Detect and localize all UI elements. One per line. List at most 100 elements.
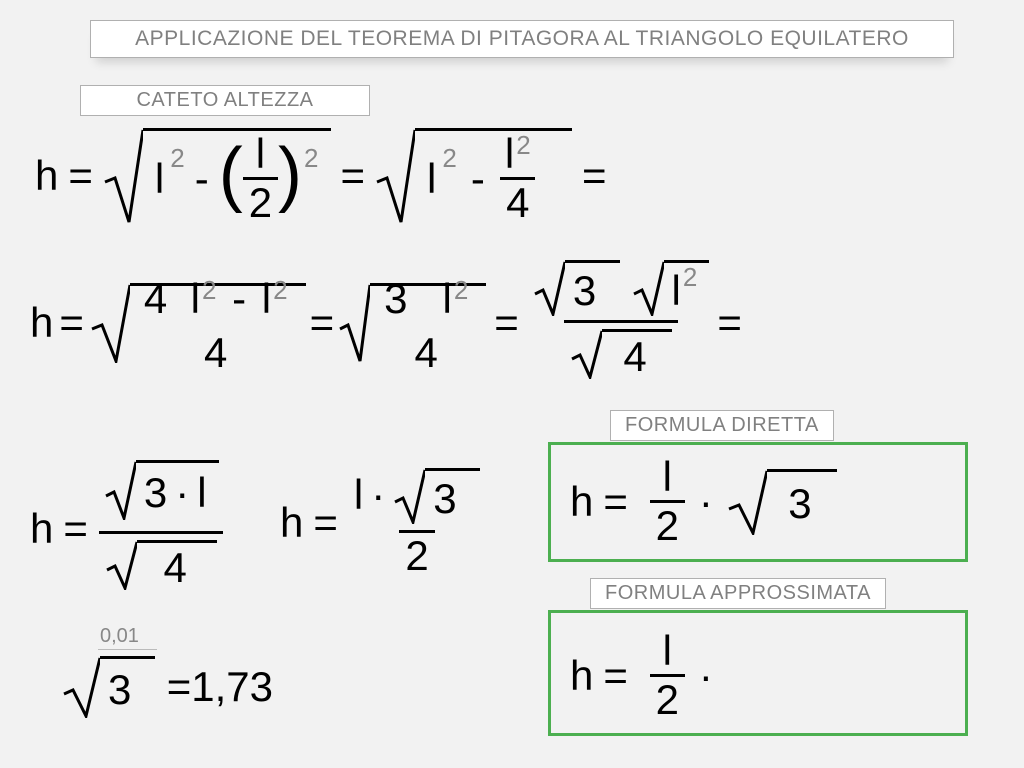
surd-icon	[632, 260, 664, 316]
radical-sqrt3: 3	[727, 469, 837, 535]
minus: -	[195, 155, 209, 203]
radical-sqrt3: 3	[62, 656, 155, 718]
exp-2: 2	[304, 143, 318, 174]
radicand: 3	[565, 260, 620, 316]
radicand: 3 · l	[136, 460, 219, 520]
equals: =	[341, 152, 366, 200]
var-h: h	[30, 299, 53, 347]
equation-row-2: h = 4 l2 - l2 4 = 3 l2 4	[30, 260, 744, 386]
exp-2: 2	[516, 130, 530, 160]
three: 3	[788, 480, 811, 528]
label-formula-diretta: FORMULA DIRETTA	[610, 410, 834, 441]
num-l: l	[657, 456, 678, 500]
surd-icon	[533, 260, 565, 316]
three: 3	[144, 472, 167, 514]
mult: ·	[175, 472, 189, 514]
var-l: l	[155, 155, 164, 203]
radical-sqrt4: 4	[105, 540, 217, 590]
num: 3 l2	[378, 278, 474, 322]
equals: =	[63, 505, 88, 553]
surd-icon	[570, 329, 602, 379]
surd-icon	[62, 656, 100, 718]
exp-2: 2	[202, 275, 216, 305]
den-4: 4	[198, 322, 233, 374]
den-4: 4	[500, 177, 535, 224]
surd-icon	[375, 128, 415, 224]
frac: 4 l2 - l2 4	[138, 278, 294, 374]
equals: =	[310, 299, 335, 347]
frac-l2-over-4: l2 4	[499, 133, 537, 224]
three: 3	[433, 478, 456, 520]
frac-l-2: l 2	[650, 630, 685, 721]
exp-2: 2	[454, 275, 468, 305]
equals: =	[167, 663, 192, 711]
radicand: 4 l2 - l2 4	[130, 283, 306, 363]
three: 3	[108, 666, 131, 714]
surd-icon	[338, 283, 370, 363]
mult: ·	[699, 652, 713, 700]
var-l: l	[191, 275, 200, 322]
num: 4 l2 - l2	[138, 278, 294, 322]
radical-sqrt4: 4	[570, 329, 672, 379]
radical-3: 4 l2 - l2 4	[90, 283, 306, 363]
equals: =	[603, 652, 628, 700]
mult: ·	[371, 474, 385, 516]
minus: -	[232, 275, 246, 322]
num: 3 · l	[98, 460, 225, 531]
equals: =	[582, 152, 607, 200]
radicand: l2 - l2 4	[415, 128, 572, 224]
mult: ·	[699, 478, 713, 526]
radicand: l2 - ( l 2 )2	[143, 128, 331, 224]
den-2: 2	[243, 177, 278, 224]
var-h: h	[570, 652, 593, 700]
radical-sqrt-l2: l2	[632, 260, 710, 316]
exp-2: 2	[683, 264, 697, 290]
radical-4: 3 l2 4	[338, 283, 486, 363]
sqrt3-value: 3 = 1,73	[62, 656, 273, 718]
num: 3 l2	[527, 260, 716, 320]
var-h: h	[570, 478, 593, 526]
equals: =	[603, 478, 628, 526]
four: 4	[623, 336, 646, 378]
den: 4	[564, 320, 678, 386]
paren-open: (	[219, 153, 243, 196]
var-l: l	[197, 472, 206, 514]
equals: =	[313, 499, 338, 547]
frac-sqrt-ratio: 3 l2 4	[527, 260, 716, 386]
frac: l · 3 2	[348, 468, 486, 577]
three: 3	[573, 270, 596, 312]
label-cateto-altezza: CATETO ALTEZZA	[80, 85, 370, 116]
surd-icon	[105, 540, 137, 590]
frac: 3 l2 4	[378, 278, 474, 374]
equation-row-1: h = l2 - ( l 2 )2 = l2 - l2 4 =	[35, 128, 617, 224]
radicand: 3	[767, 469, 837, 535]
surd-icon	[103, 128, 143, 224]
three: 3	[384, 275, 407, 322]
equals: =	[68, 152, 93, 200]
den: 4	[99, 531, 223, 597]
radical: 3 · l	[104, 460, 219, 520]
surd-icon	[727, 469, 767, 535]
equals: =	[717, 299, 742, 347]
frac-l-2: l 2	[650, 456, 685, 547]
radicand: 3	[100, 656, 155, 718]
exp-2: 2	[273, 275, 287, 305]
exp-2: 2	[170, 143, 184, 174]
radicand: 4	[137, 540, 217, 590]
var-h: h	[280, 499, 303, 547]
num-l: l	[250, 133, 271, 177]
num: l2	[499, 133, 537, 177]
var-l: l	[672, 270, 681, 312]
approx-value: 1,73	[191, 663, 273, 711]
var-l: l	[427, 155, 436, 203]
var-l: l	[354, 474, 363, 516]
formula-diretta: h = l 2 · 3	[570, 456, 837, 547]
four: 4	[164, 547, 187, 589]
den-4: 4	[409, 322, 444, 374]
var-h: h	[35, 152, 58, 200]
radicand: l2	[664, 260, 710, 316]
var-l: l	[442, 275, 451, 322]
var-h: h	[30, 505, 53, 553]
surd-icon	[104, 460, 136, 520]
radical-sqrt3: 3	[393, 468, 480, 524]
